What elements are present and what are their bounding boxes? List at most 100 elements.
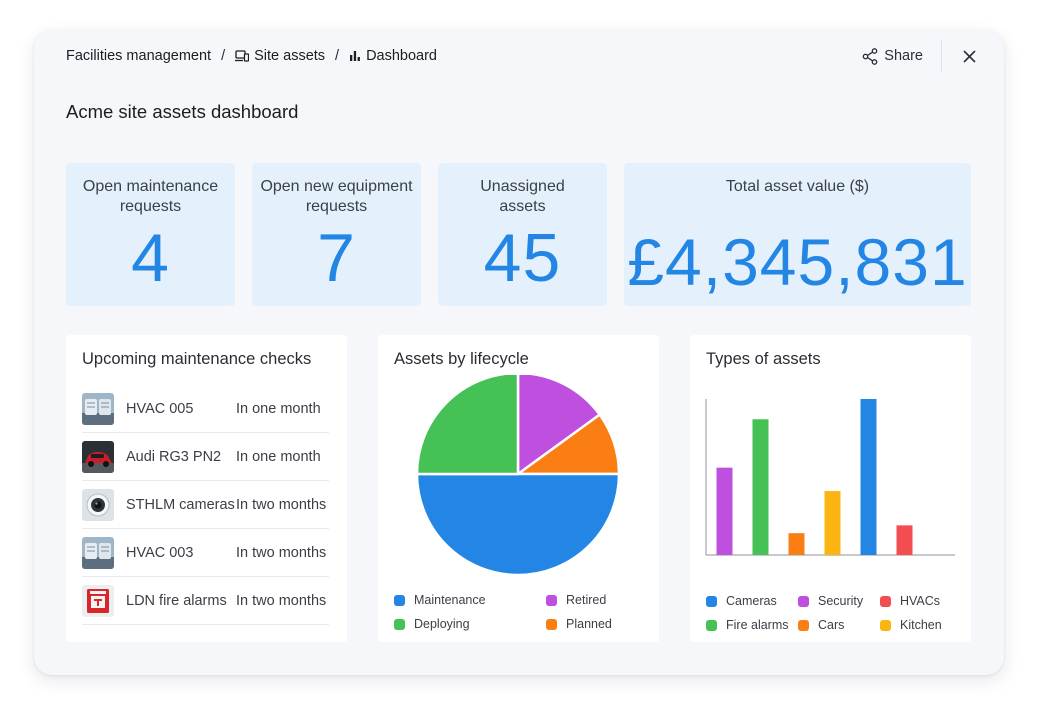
bar-security[interactable]	[716, 467, 733, 555]
legend-label: Retired	[566, 593, 607, 607]
legend-item-kitchen: Kitchen	[880, 618, 942, 632]
share-icon	[862, 47, 878, 65]
kpi-value: 4	[131, 220, 170, 296]
item-name: LDN fire alarms	[126, 592, 227, 609]
list-item[interactable]: Audi RG3 PN2 In one month	[82, 433, 329, 481]
kpi-label: Total asset value ($)	[725, 178, 870, 195]
lifecycle-legend: Maintenance Retired Deploying Planned	[394, 593, 644, 633]
lifecycle-pie-chart	[415, 375, 621, 577]
item-name: STHLM cameras	[126, 496, 235, 513]
header-actions: Share	[862, 40, 976, 72]
legend-label: Deploying	[414, 617, 470, 631]
legend-item-planned: Planned	[546, 617, 612, 631]
pie-slice-deploying[interactable]	[415, 375, 520, 476]
list-item[interactable]: STHLM cameras In two months	[82, 481, 329, 529]
kpi-label: Open maintenance requests	[82, 178, 219, 215]
dashboard-window: Facilities management / Site assets / Da…	[34, 30, 1004, 675]
pie-slice-maintenance[interactable]	[415, 472, 621, 577]
legend-swatch	[394, 594, 405, 606]
breadcrumb-separator: /	[221, 48, 226, 64]
chart-title: Assets by lifecycle	[394, 350, 529, 368]
item-due: In two months	[236, 544, 327, 561]
bar-kitchen[interactable]	[824, 491, 841, 555]
legend-swatch	[880, 619, 891, 631]
legend-swatch	[546, 618, 557, 630]
breadcrumb-label: Facilities management	[66, 48, 212, 64]
legend-item-security: Security	[798, 594, 863, 608]
kpi-value: 7	[317, 220, 356, 296]
legend-swatch	[706, 619, 717, 631]
kpi-unassigned-assets: Unassigned assets 45	[438, 163, 607, 306]
bar-cameras[interactable]	[860, 399, 877, 555]
page-title: Acme site assets dashboard	[66, 101, 299, 122]
kpi-value: 45	[483, 220, 562, 296]
legend-item-cars: Cars	[798, 618, 844, 632]
item-due: In two months	[236, 496, 327, 513]
legend-label: Security	[818, 594, 864, 608]
breadcrumb-item-facilities[interactable]: Facilities management	[66, 48, 211, 64]
maintenance-list: HVAC 005 In one month Audi RG3 PN2 In on…	[82, 385, 329, 625]
item-due: In one month	[236, 400, 321, 417]
share-label: Share	[884, 48, 923, 64]
legend-swatch	[798, 595, 809, 607]
bar-hvacs[interactable]	[896, 525, 913, 555]
legend-label: Cameras	[726, 594, 777, 608]
legend-label: Maintenance	[414, 593, 486, 607]
legend-label: Cars	[818, 618, 845, 632]
item-name: HVAC 005	[126, 400, 194, 417]
legend-label: HVACs	[900, 594, 941, 608]
share-button[interactable]: Share	[862, 40, 942, 72]
bar-fire-alarms[interactable]	[752, 419, 769, 555]
kpi-value: £4,345,831	[627, 225, 968, 299]
camera-thumbnail	[82, 488, 114, 521]
header-bar: Facilities management / Site assets / Da…	[66, 40, 976, 72]
panel-title: Upcoming maintenance checks	[82, 350, 312, 368]
list-item[interactable]: LDN fire alarms In two months	[82, 577, 329, 625]
legend-item-maintenance: Maintenance	[394, 593, 486, 607]
asset-types-bar-chart	[705, 399, 955, 556]
legend-swatch	[880, 595, 891, 607]
legend-item-cameras: Cameras	[706, 594, 777, 608]
asset-types-chart-panel: Types of assets Cameras Security HVACs F…	[690, 335, 971, 642]
close-icon	[963, 49, 976, 63]
list-item[interactable]: HVAC 003 In two months	[82, 529, 329, 577]
item-name: HVAC 003	[126, 544, 194, 561]
asset-types-legend: Cameras Security HVACs Fire alarms Cars …	[706, 594, 966, 634]
breadcrumb-separator: /	[335, 48, 340, 64]
legend-label: Planned	[566, 617, 612, 631]
legend-label: Fire alarms	[726, 618, 789, 632]
item-name: Audi RG3 PN2	[126, 448, 222, 465]
legend-item-retired: Retired	[546, 593, 606, 607]
kpi-label: Unassigned assets	[480, 178, 565, 215]
hvac-thumbnail	[82, 536, 114, 569]
list-item[interactable]: HVAC 005 In one month	[82, 385, 329, 433]
legend-swatch	[546, 594, 557, 606]
car-thumbnail	[82, 440, 114, 473]
legend-item-deploying: Deploying	[394, 617, 470, 631]
breadcrumb-label: Site assets	[254, 48, 326, 64]
item-due: In one month	[236, 448, 321, 465]
legend-item-hvacs: HVACs	[880, 594, 940, 608]
legend-swatch	[394, 618, 405, 630]
breadcrumb-item-dashboard[interactable]: Dashboard	[349, 48, 437, 64]
breadcrumb: Facilities management / Site assets / Da…	[66, 48, 437, 64]
breadcrumb-label: Dashboard	[366, 48, 437, 64]
devices-icon	[235, 50, 250, 62]
pie-slice-retired[interactable]	[516, 375, 602, 477]
maintenance-panel: Upcoming maintenance checks HVAC 005 In …	[66, 335, 347, 642]
legend-swatch	[706, 595, 717, 607]
chart-title: Types of assets	[706, 350, 821, 368]
kpi-label: Open new equipment requests	[260, 178, 413, 215]
kpi-open-maintenance: Open maintenance requests 4	[66, 163, 235, 306]
item-due: In two months	[236, 592, 327, 609]
close-button[interactable]	[942, 49, 976, 63]
fire-alarm-thumbnail	[82, 584, 114, 617]
kpi-total-asset-value: Total asset value ($) £4,345,831	[624, 163, 971, 306]
hvac-thumbnail	[82, 392, 114, 425]
bar-chart-icon	[349, 50, 361, 62]
legend-swatch	[798, 619, 809, 631]
legend-item-fire-alarms: Fire alarms	[706, 618, 789, 632]
legend-label: Kitchen	[900, 618, 942, 632]
breadcrumb-item-site-assets[interactable]: Site assets	[235, 48, 325, 64]
bar-cars[interactable]	[788, 533, 805, 555]
